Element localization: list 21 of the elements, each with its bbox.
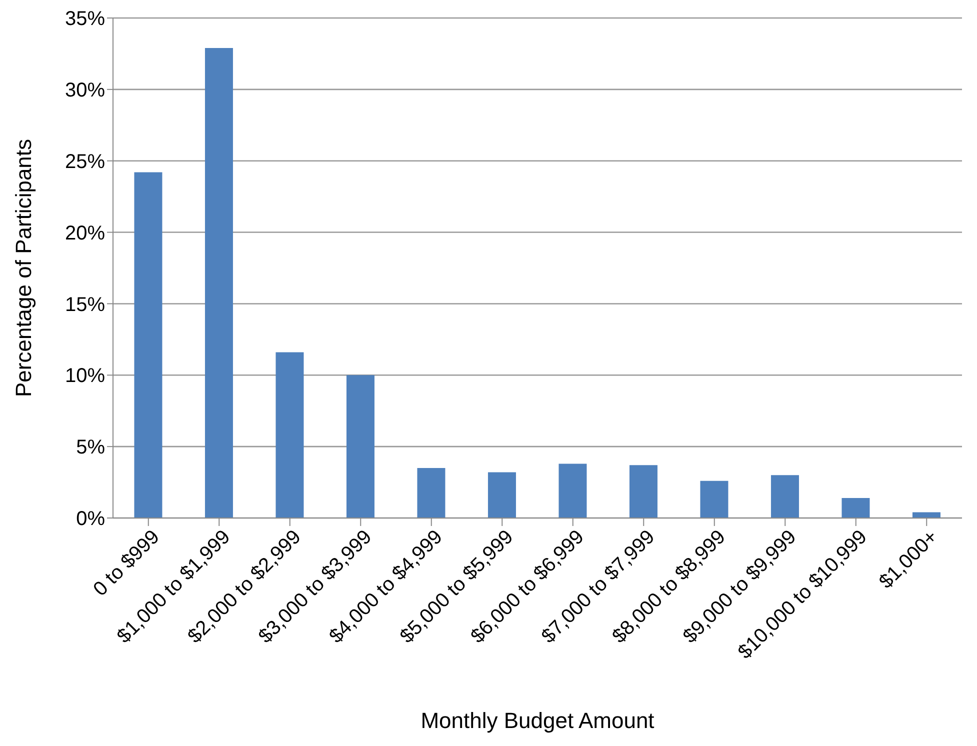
y-tick-label: 20% xyxy=(64,222,106,244)
bar xyxy=(629,465,658,518)
y-tick-label: 5% xyxy=(76,436,106,459)
bar xyxy=(346,375,374,518)
y-tick-label: 35% xyxy=(64,8,106,30)
bar xyxy=(204,48,233,518)
y-axis-title: Percentage of Participants xyxy=(10,138,36,398)
x-axis-title: Monthly Budget Amount xyxy=(420,708,654,733)
bar xyxy=(558,464,587,518)
bar xyxy=(770,475,799,518)
y-tick-label: 25% xyxy=(64,150,106,173)
y-tick-label: 10% xyxy=(64,365,106,388)
bar xyxy=(417,468,446,518)
bar xyxy=(842,498,870,518)
y-tick-label: 15% xyxy=(64,294,106,316)
y-tick-label: 0% xyxy=(76,508,106,530)
bar xyxy=(276,352,304,518)
bar xyxy=(488,472,516,518)
bar xyxy=(700,480,728,518)
bar xyxy=(134,172,162,518)
y-tick-label: 30% xyxy=(64,80,106,102)
